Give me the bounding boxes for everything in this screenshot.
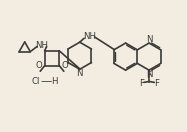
- Text: F: F: [147, 71, 151, 80]
- Text: O: O: [62, 61, 68, 70]
- Text: —: —: [40, 76, 51, 86]
- Text: F: F: [154, 79, 159, 88]
- Text: Cl: Cl: [32, 77, 40, 86]
- Text: F: F: [139, 79, 144, 88]
- Text: N: N: [76, 69, 83, 78]
- Text: H: H: [52, 77, 58, 86]
- Text: O: O: [36, 61, 42, 70]
- Text: NH: NH: [35, 41, 48, 50]
- Text: N: N: [146, 35, 153, 44]
- Text: NH: NH: [83, 32, 96, 41]
- Text: N: N: [146, 70, 153, 79]
